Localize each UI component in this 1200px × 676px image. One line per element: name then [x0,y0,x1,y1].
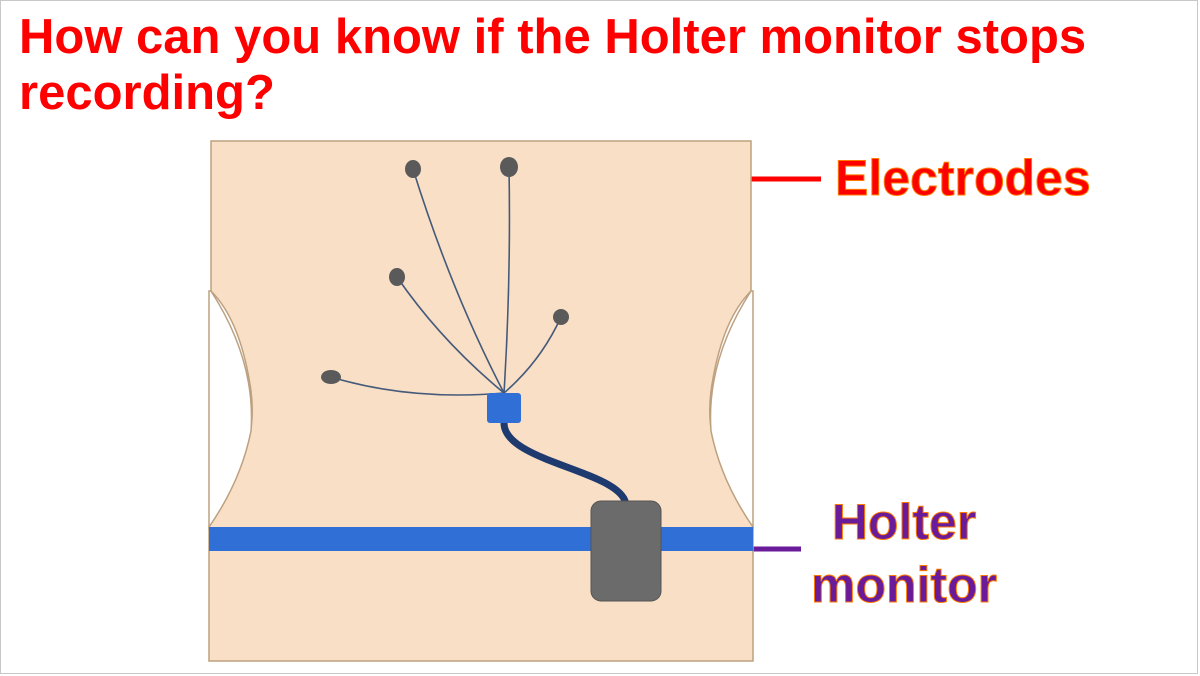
label-holter: Holter monitor [811,491,997,616]
holter-diagram [201,131,761,671]
label-electrodes: Electrodes [835,149,1091,207]
slide-frame: How can you know if the Holter monitor s… [0,0,1198,674]
lead-connector [487,393,521,423]
label-holter-line1: Holter [832,494,976,550]
belt [209,527,753,551]
holter-monitor-device [591,501,661,601]
page-title: How can you know if the Holter monitor s… [19,9,1179,122]
label-holter-line2: monitor [811,557,997,613]
torso-shape [209,141,753,661]
